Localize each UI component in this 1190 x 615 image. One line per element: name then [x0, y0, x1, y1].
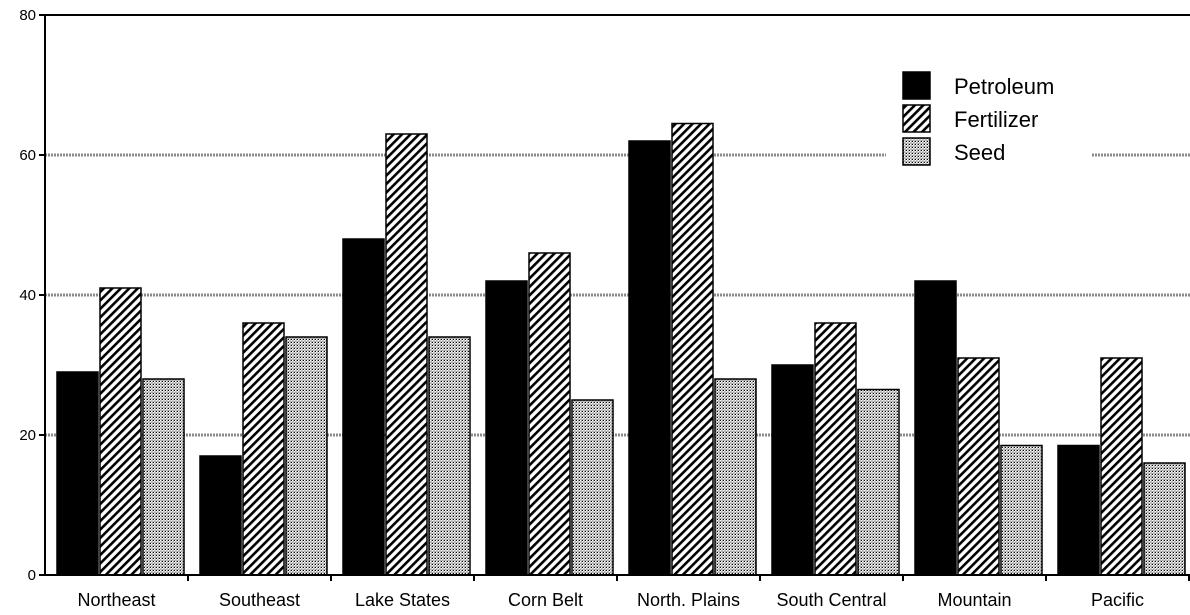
bar-petroleum-north-plains [628, 140, 671, 576]
bar-petroleum-lake-states [342, 238, 385, 576]
bar-fertilizer-south-central [814, 322, 857, 576]
bar-fertilizer-southeast [242, 322, 285, 576]
bars-group [56, 122, 1186, 576]
x-tick-label: North. Plains [637, 590, 740, 610]
bar-seed-pacific [1143, 462, 1186, 576]
bar-fertilizer-north-plains [671, 122, 714, 576]
x-tick-label: Northeast [77, 590, 155, 610]
legend-label-fertilizer: Fertilizer [954, 107, 1038, 132]
legend: Petroleum Fertilizer Seed [886, 62, 1092, 198]
bar-fertilizer-northeast [99, 287, 142, 576]
x-tick-label: Pacific [1091, 590, 1144, 610]
x-tick-label: Lake States [355, 590, 450, 610]
y-tick-label-60: 60 [19, 147, 36, 164]
bar-petroleum-northeast [56, 371, 99, 576]
legend-label-petroleum: Petroleum [954, 74, 1054, 99]
y-axis-ticks: 0 20 40 60 80 [19, 7, 45, 584]
x-tick-label: Corn Belt [508, 590, 583, 610]
bar-seed-corn-belt [571, 399, 614, 576]
bar-fertilizer-corn-belt [528, 252, 571, 576]
legend-swatch-seed [902, 137, 931, 166]
bar-petroleum-mountain [914, 280, 957, 576]
x-axis-labels: Northeast Southeast Lake States Corn Belt No… [77, 590, 1144, 610]
legend-label-seed: Seed [954, 140, 1005, 165]
bar-petroleum-pacific [1057, 444, 1100, 576]
bar-petroleum-southeast [199, 455, 242, 576]
bar-seed-southeast [285, 336, 328, 576]
legend-swatch-fertilizer [902, 104, 931, 133]
legend-swatch-petroleum [902, 71, 931, 100]
bar-seed-north-plains [714, 378, 757, 576]
y-tick-label-0: 0 [28, 567, 36, 584]
y-tick-label-40: 40 [19, 287, 36, 304]
bar-fertilizer-mountain [957, 357, 1000, 576]
bar-fertilizer-pacific [1100, 357, 1143, 576]
bar-seed-south-central [857, 388, 900, 576]
bar-fertilizer-lake-states [385, 133, 428, 576]
bar-seed-mountain [1000, 444, 1043, 576]
y-tick-label-20: 20 [19, 427, 36, 444]
bar-petroleum-south-central [771, 364, 814, 576]
x-tick-label: Mountain [937, 590, 1011, 610]
bar-petroleum-corn-belt [485, 280, 528, 576]
x-tick-label: South Central [776, 590, 886, 610]
bar-seed-lake-states [428, 336, 471, 576]
y-tick-label-80: 80 [19, 7, 36, 24]
x-tick-label: Southeast [219, 590, 300, 610]
bar-seed-northeast [142, 378, 185, 576]
